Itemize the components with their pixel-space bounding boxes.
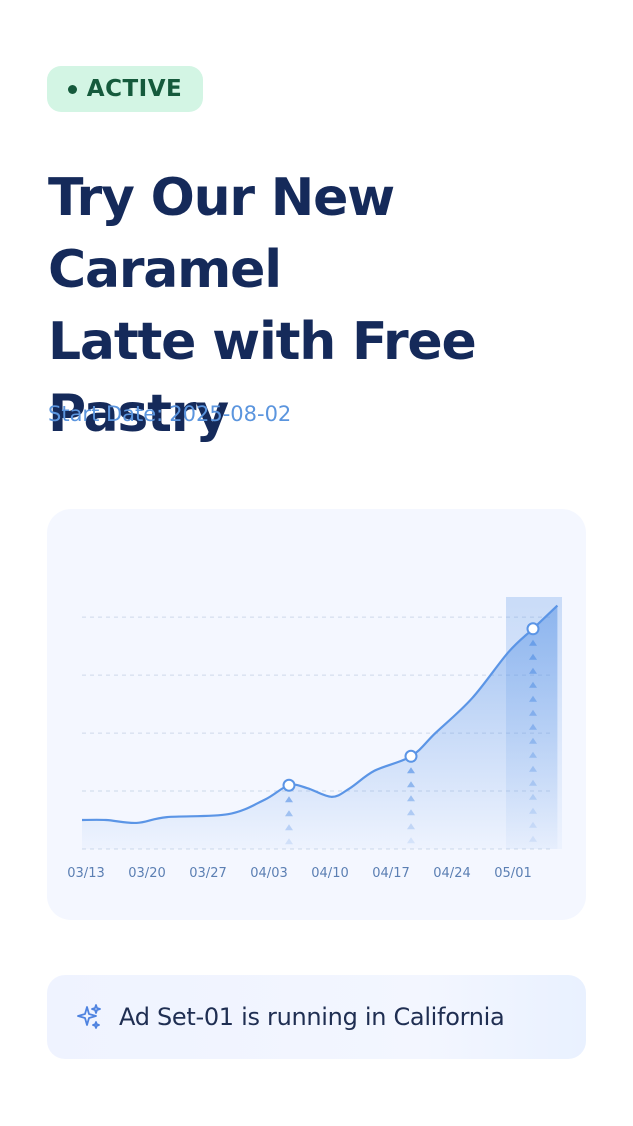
trend-arrow-icon: [407, 837, 415, 844]
campaign-title: Try Our New Caramel Latte with Free Past…: [48, 162, 608, 450]
x-tick-label: 03/20: [128, 866, 165, 881]
x-tick-label: 03/13: [67, 866, 104, 881]
trend-arrow-icon: [285, 810, 293, 817]
trend-arrow-icon: [529, 709, 537, 716]
trend-arrow-icon: [407, 781, 415, 788]
x-tick-label: 04/03: [250, 866, 287, 881]
campaign-title-line-2: Latte with Free: [48, 312, 477, 372]
trend-arrow-icon: [285, 824, 293, 831]
trend-arrow-icon: [529, 737, 537, 744]
trend-arrow-icon: [529, 793, 537, 800]
ad-set-status-text: Ad Set-01 is running in California: [119, 1003, 505, 1031]
series-area: [82, 605, 558, 849]
trend-arrow-icon: [529, 695, 537, 702]
trend-arrow-icon: [407, 767, 415, 774]
trend-arrow-icon: [529, 821, 537, 828]
data-point-marker: [526, 622, 540, 636]
campaign-title-line-3: Pastry: [48, 384, 229, 444]
trend-arrow-icon: [529, 723, 537, 730]
series-line: [81, 604, 559, 825]
data-point-marker: [404, 749, 418, 763]
x-tick-label: 04/24: [433, 866, 470, 881]
data-point-marker: [282, 778, 296, 792]
trend-arrow-icon: [407, 823, 415, 830]
start-date-value: 2025-08-02: [169, 402, 292, 426]
x-tick-label: 04/10: [311, 866, 348, 881]
trend-arrow-icon: [529, 667, 537, 674]
x-tick-label: 03/27: [189, 866, 226, 881]
trend-arrow-icon: [529, 653, 537, 660]
status-badge: ACTIVE: [47, 66, 203, 112]
trend-arrow-icon: [529, 835, 537, 842]
trend-arrow-icon: [529, 751, 537, 758]
performance-chart: 03/13 03/20 03/27 04/03 04/10 04/17 04/24 05/01: [67, 597, 562, 881]
start-date-label: Start Date:: [48, 402, 164, 426]
trend-arrow-icon: [529, 765, 537, 772]
x-tick-label: 04/17: [372, 866, 409, 881]
trend-arrow-icon: [285, 838, 293, 845]
ad-set-status-card: Ad Set-01 is running in California: [47, 975, 586, 1059]
trend-arrow-icon: [529, 807, 537, 814]
trend-arrow-icon: [529, 639, 537, 646]
trend-arrow-icon: [407, 809, 415, 816]
performance-chart-card: 03/13 03/20 03/27 04/03 04/10 04/17 04/24 05/01: [47, 509, 586, 920]
start-date: Start Date: 2025-08-02: [48, 402, 291, 426]
x-tick-label: 05/01: [494, 866, 531, 881]
sparkles-icon: [75, 1003, 103, 1031]
trend-arrow-icon: [529, 681, 537, 688]
status-badge-label: ACTIVE: [86, 76, 183, 102]
campaign-title-line-1: Try Our New Caramel: [48, 168, 395, 300]
trend-arrow-icon: [407, 795, 415, 802]
status-dot-icon: [67, 84, 77, 94]
trend-arrow-icon: [285, 796, 293, 803]
trend-arrow-icon: [529, 779, 537, 786]
